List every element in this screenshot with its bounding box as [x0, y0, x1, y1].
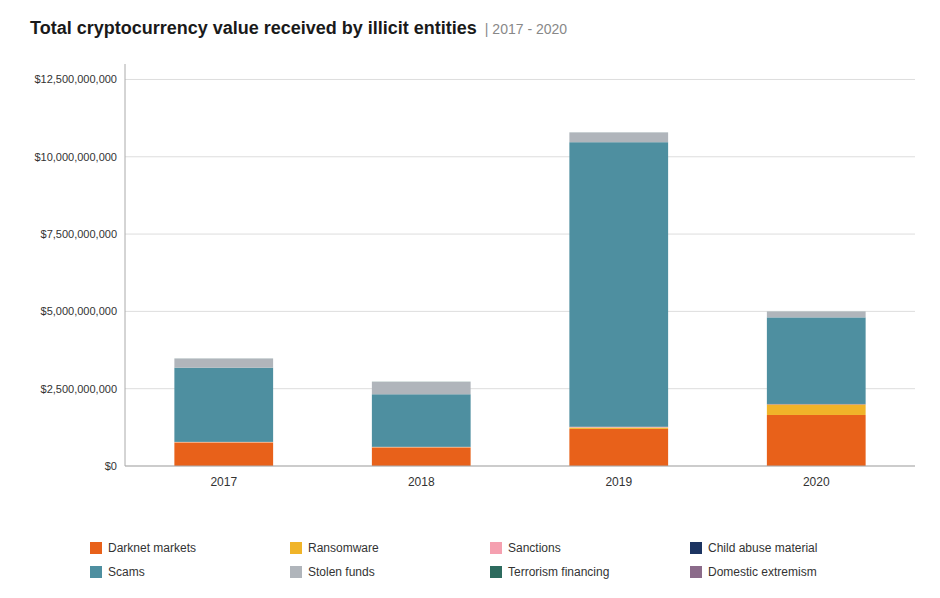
- bar-segment: [174, 358, 273, 359]
- bar-segment: [174, 359, 273, 368]
- grid-line: [125, 156, 915, 157]
- grid: [125, 79, 915, 466]
- bar-segment: [767, 311, 866, 312]
- subtitle: | 2017 - 2020: [485, 21, 567, 37]
- legend-swatch: [90, 542, 102, 554]
- y-tick-label: $7,500,000,000: [41, 228, 117, 240]
- bar-segment: [372, 394, 471, 447]
- chart: Total cryptocurrency value received by i…: [0, 0, 940, 598]
- legend-swatch: [690, 566, 702, 578]
- legend: Darknet markets Ransomware Sanctions Child …: [90, 541, 817, 579]
- bar-segment: [767, 404, 866, 415]
- legend-swatch: [90, 566, 102, 578]
- legend-swatch: [290, 566, 302, 578]
- bar-segment: [174, 368, 273, 442]
- y-tick-label: $10,000,000,000: [34, 151, 117, 163]
- legend-swatch: [490, 542, 502, 554]
- bar-segment: [372, 382, 471, 394]
- y-axis-line: [125, 64, 126, 466]
- x-tick-label: 2018: [408, 475, 435, 489]
- legend-swatch: [290, 542, 302, 554]
- x-axis-line: [125, 466, 915, 467]
- bar-segment: [569, 429, 668, 466]
- grid-line: [125, 466, 915, 467]
- grid-line: [125, 79, 915, 80]
- y-tick-label: $0: [105, 460, 117, 472]
- x-tick-label: 2020: [803, 475, 830, 489]
- bar-segment: [569, 142, 668, 426]
- bar-segment: [569, 132, 668, 133]
- bar-segment: [372, 381, 471, 382]
- bar-segment: [767, 415, 866, 466]
- y-axis: $0 $2,500,000,000 $5,000,000,000 $7,500,000…: [34, 64, 125, 472]
- grid-line: [125, 311, 915, 312]
- background: [0, 0, 940, 598]
- bar-segment: [767, 312, 866, 318]
- bars: [174, 132, 865, 466]
- x-tick-label: 2017: [210, 475, 237, 489]
- legend-label: Ransomware: [308, 541, 379, 555]
- bar-segment: [372, 447, 471, 466]
- legend-label: Domestic extremism: [708, 565, 817, 579]
- title: Total cryptocurrency value received by i…: [30, 18, 477, 38]
- y-tick-label: $2,500,000,000: [41, 383, 117, 395]
- legend-label: Stolen funds: [308, 565, 375, 579]
- y-tick-label: $5,000,000,000: [41, 305, 117, 317]
- bar-segment: [767, 317, 866, 404]
- legend-label: Scams: [108, 565, 145, 579]
- bar-segment: [174, 442, 273, 466]
- bar-segment: [767, 311, 866, 312]
- bar-segment: [372, 447, 471, 448]
- bar-segment: [569, 133, 668, 143]
- y-tick-label: $12,500,000,000: [34, 73, 117, 85]
- legend-label: Child abuse material: [708, 541, 817, 555]
- legend-label: Terrorism financing: [508, 565, 609, 579]
- grid-line: [125, 234, 915, 235]
- bar-segment: [372, 381, 471, 382]
- legend-swatch: [490, 566, 502, 578]
- bar-segment: [174, 442, 273, 443]
- page: {"chart_data": { "type": "bar", "stacked…: [0, 0, 940, 598]
- x-tick-label: 2019: [605, 475, 632, 489]
- title-line: Total cryptocurrency value received by i…: [30, 18, 567, 38]
- legend-label: Sanctions: [508, 541, 561, 555]
- bar-segment: [569, 428, 668, 429]
- x-axis: 2017 2018 2019 2020: [125, 466, 915, 489]
- legend-label: Darknet markets: [108, 541, 196, 555]
- legend-swatch: [690, 542, 702, 554]
- bar-segment: [569, 132, 668, 133]
- bar-segment: [174, 358, 273, 359]
